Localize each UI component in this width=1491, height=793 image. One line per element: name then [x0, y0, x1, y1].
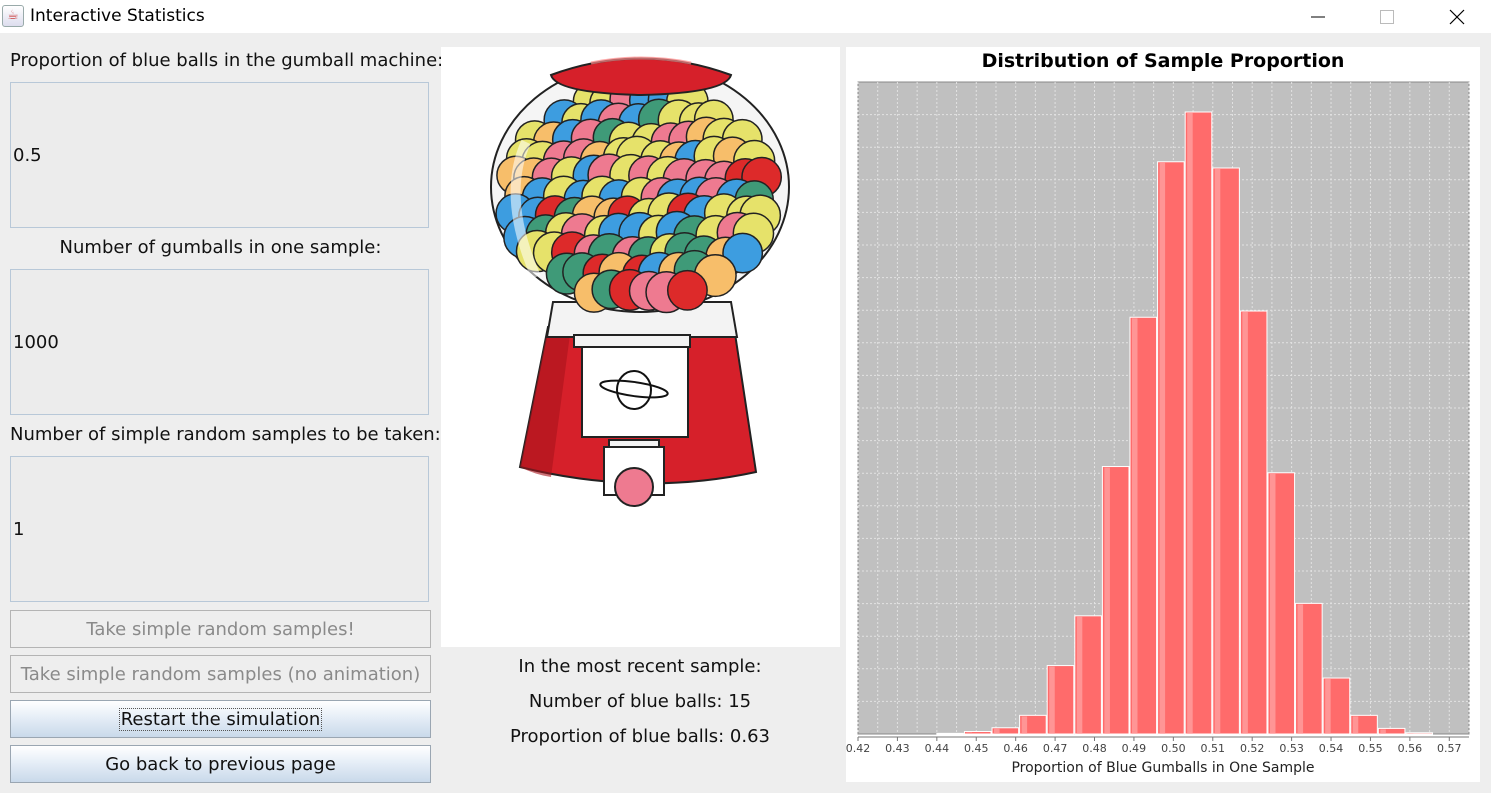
histogram-bar [1405, 732, 1434, 735]
dispensed-gumball [614, 467, 654, 507]
x-tick-label: 0.54 [1319, 742, 1344, 755]
x-tick-label: 0.42 [846, 742, 870, 755]
minimize-button[interactable] [1295, 0, 1341, 33]
x-tick-label: 0.46 [1003, 742, 1027, 755]
go-back-button[interactable]: Go back to previous page [10, 745, 431, 783]
histogram-bar [936, 732, 964, 735]
histogram-bars [936, 111, 1434, 735]
gumball [666, 269, 708, 311]
blue-proportion-text: Proportion of blue balls: 0.63 [510, 726, 770, 747]
machine-lid [549, 57, 733, 97]
blue-count-text: Number of blue balls: 15 [528, 691, 752, 712]
x-tick-label: 0.53 [1279, 742, 1304, 755]
restart-button-label: Restart the simulation [118, 707, 323, 731]
close-icon [1449, 9, 1465, 24]
minimize-icon [1311, 16, 1325, 17]
bar-highlight [1214, 168, 1221, 735]
close-button[interactable] [1434, 0, 1480, 33]
bar-highlight [1159, 162, 1166, 734]
bar-highlight [1021, 716, 1028, 734]
window-title: Interactive Statistics [30, 6, 205, 26]
x-tick-label: 0.51 [1201, 742, 1226, 755]
x-tick-label: 0.43 [885, 742, 910, 755]
maximize-icon [1380, 9, 1394, 24]
distribution-chart-panel: Distribution of Sample Proportion 0.42 0.… [846, 47, 1480, 782]
x-tick-label: 0.55 [1358, 742, 1383, 755]
proportion-label: Proportion of blue balls in the gumball … [10, 50, 444, 71]
x-tick-label: 0.47 [1043, 742, 1068, 755]
restart-simulation-button[interactable]: Restart the simulation [10, 700, 431, 738]
histogram-chart: Distribution of Sample Proportion 0.42 0.… [846, 50, 1470, 776]
proportion-input[interactable]: 0.5 [10, 82, 429, 228]
bar-highlight [1187, 113, 1193, 734]
num-samples-input[interactable]: 1 [10, 456, 429, 602]
x-axis-label: Proportion of Blue Gumballs in One Sampl… [1011, 760, 1314, 776]
bar-highlight [994, 728, 1000, 734]
maximize-button[interactable] [1364, 0, 1410, 33]
sample-size-label: Number of gumballs in one sample: [59, 237, 382, 258]
x-tick-label: 0.48 [1082, 742, 1107, 755]
gumball-machine-panel [441, 47, 840, 647]
x-tick-label: 0.45 [964, 742, 989, 755]
bar-highlight [1049, 666, 1055, 734]
x-tick-label: 0.49 [1122, 742, 1147, 755]
gumball [722, 232, 764, 274]
bar-highlight [1297, 604, 1304, 734]
gumballs [495, 77, 783, 314]
sample-size-input[interactable]: 1000 [10, 269, 429, 415]
bar-highlight [1380, 729, 1386, 734]
java-app-icon: ☕ [2, 5, 24, 27]
bar-highlight [1242, 312, 1248, 734]
take-samples-button[interactable]: Take simple random samples! [10, 610, 431, 648]
recent-sample-heading: In the most recent sample: [518, 656, 762, 677]
gumball-machine-illustration [490, 56, 790, 507]
window-titlebar: ☕ Interactive Statistics [0, 0, 1491, 33]
bar-highlight [966, 732, 972, 734]
x-tick-label: 0.50 [1161, 742, 1186, 755]
bar-highlight [1325, 679, 1331, 734]
coin-plate [581, 346, 689, 438]
x-tick-label: 0.57 [1437, 742, 1462, 755]
num-samples-label: Number of simple random samples to be ta… [10, 424, 441, 445]
bar-highlight [1352, 716, 1359, 734]
bar-highlight [1131, 318, 1138, 734]
take-samples-no-animation-button[interactable]: Take simple random samples (no animation… [10, 655, 431, 693]
bar-highlight [1076, 616, 1083, 734]
histogram-bar [963, 731, 992, 735]
bar-highlight [1104, 467, 1110, 734]
histogram-bar [991, 727, 1020, 735]
x-tick-label: 0.52 [1240, 742, 1265, 755]
x-axis-ticks: 0.42 0.43 0.44 0.45 0.46 0.47 0.48 0.49 0.50 0.51… [846, 737, 1462, 755]
x-tick-label: 0.56 [1398, 742, 1423, 755]
chart-title: Distribution of Sample Proportion [982, 50, 1345, 72]
histogram-bar [1377, 727, 1406, 735]
x-tick-label: 0.44 [925, 742, 950, 755]
bar-highlight [1269, 473, 1276, 734]
